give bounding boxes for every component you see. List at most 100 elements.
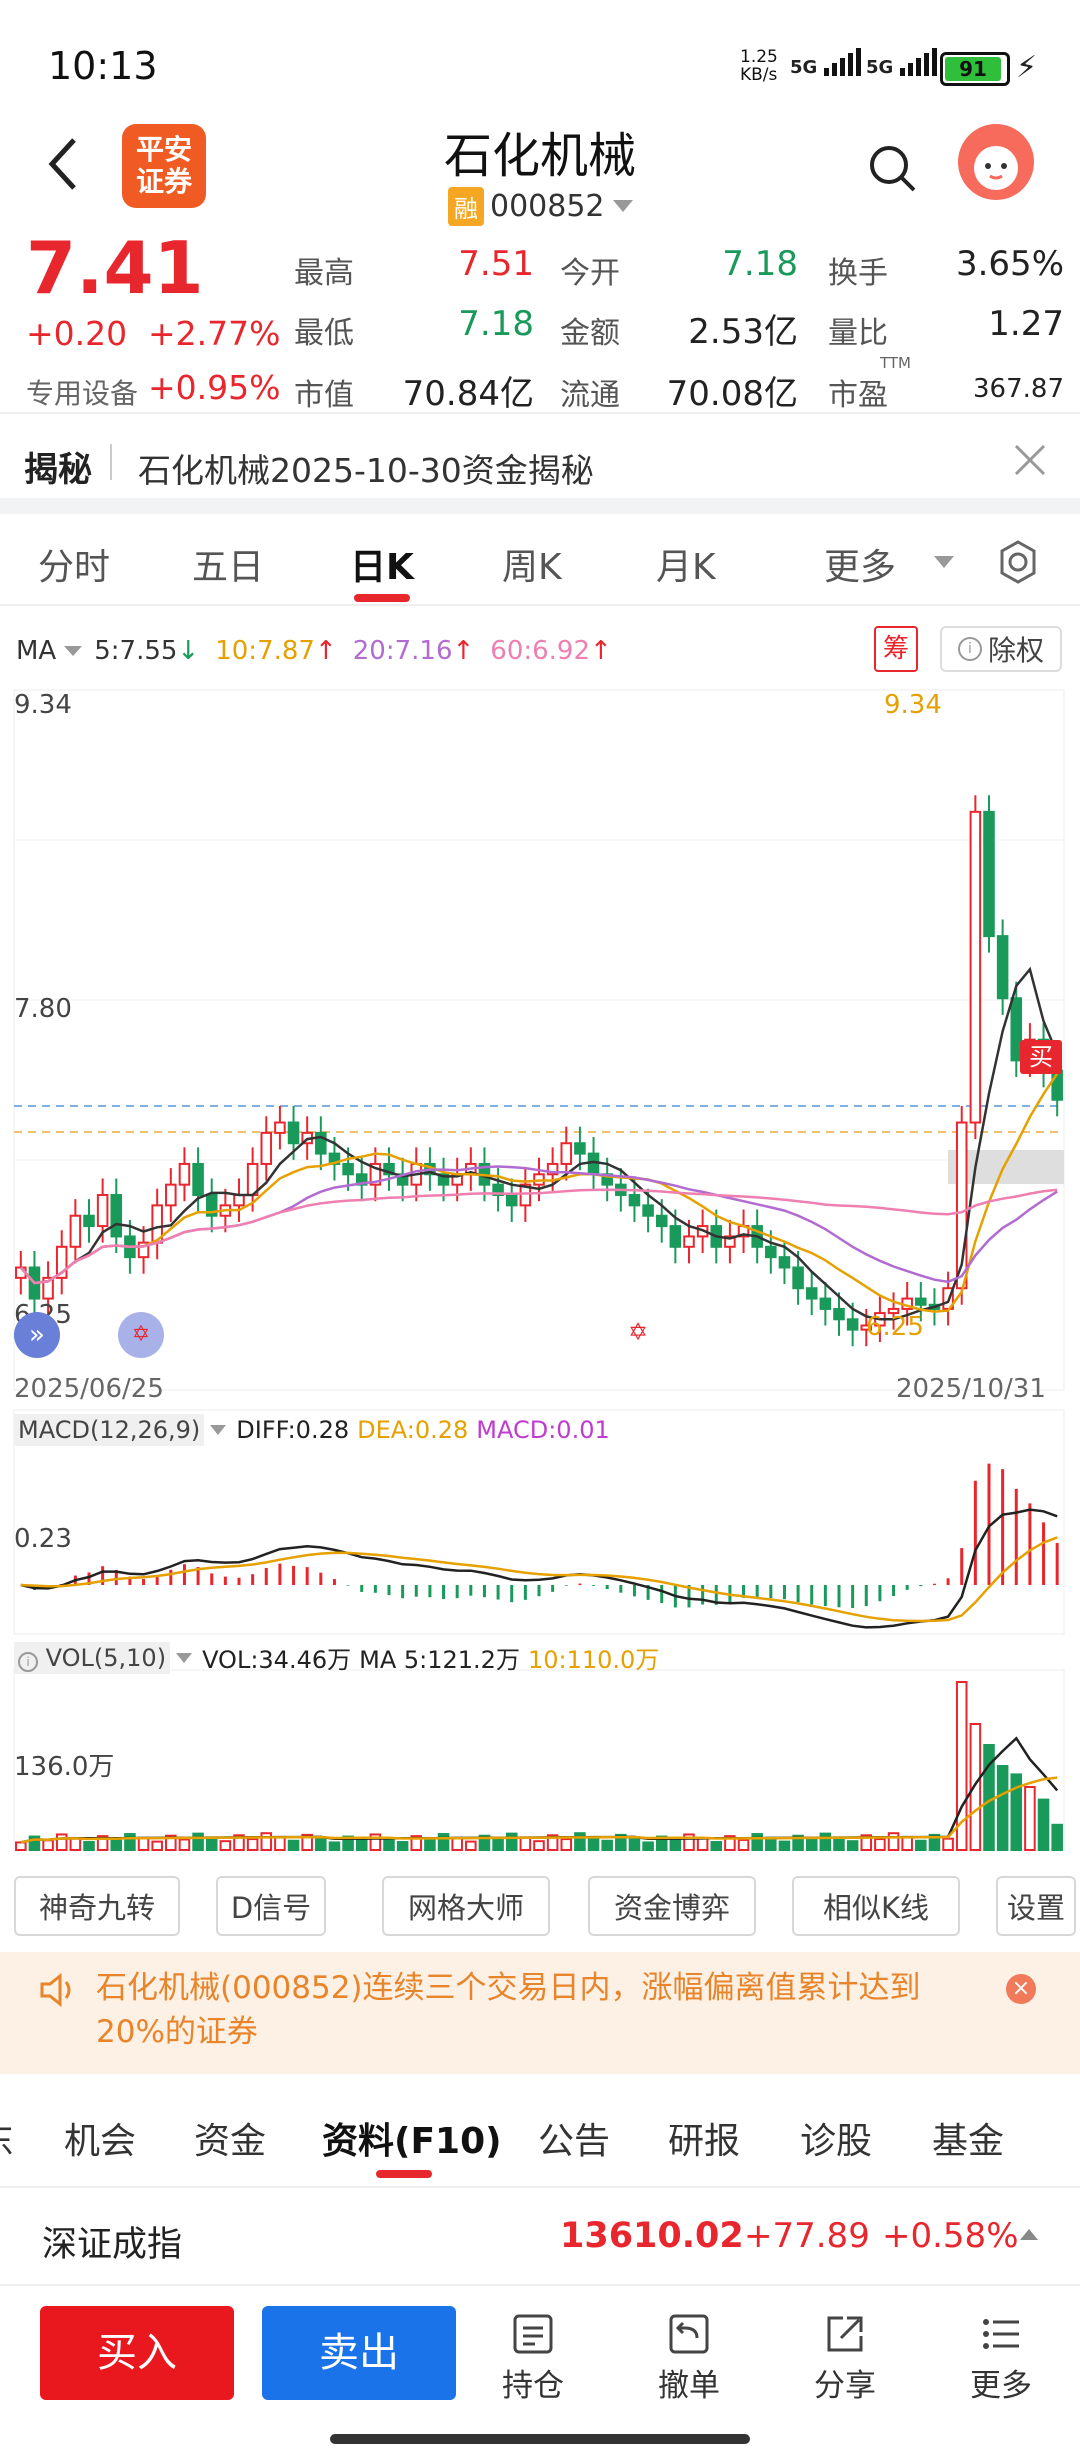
alert-banner[interactable]: 石化机械(000852)连续三个交易日内，涨幅偏离值累计达到20%的证券 × xyxy=(0,1952,1080,2074)
broker-logo: 平安 证券 xyxy=(122,124,206,208)
ma-line-5 xyxy=(19,966,1059,1321)
share-button[interactable]: 分享 xyxy=(804,2306,886,2405)
exright-button[interactable]: i 除权 xyxy=(940,626,1062,672)
volume-bar xyxy=(383,1837,395,1851)
quote-value: 2.53亿 xyxy=(688,312,798,352)
volume-bar xyxy=(301,1833,313,1852)
volume-bar xyxy=(83,1841,95,1852)
footer-tab[interactable]: 机会 xyxy=(64,2121,137,2162)
volume-bar xyxy=(451,1836,463,1851)
footer-tab[interactable]: 诊股 xyxy=(800,2121,873,2162)
volume-bar xyxy=(246,1838,259,1851)
candle-body xyxy=(724,1235,736,1248)
candle-body xyxy=(505,1194,518,1207)
price-panel-frame xyxy=(13,689,1065,1391)
price-change: +0.20 xyxy=(26,314,128,353)
volume-bar xyxy=(805,1838,818,1851)
candle-body xyxy=(587,1152,600,1176)
chip-button[interactable]: 筹 xyxy=(874,626,918,672)
tab-period[interactable]: 分时 xyxy=(38,547,111,588)
footer-tab[interactable]: 公告 xyxy=(538,2121,611,2162)
tool-chip[interactable]: 设置 xyxy=(996,1876,1076,1936)
stock-code-selector[interactable]: 融 000852 xyxy=(448,186,635,226)
candle-body xyxy=(137,1241,150,1259)
volume-bar xyxy=(465,1840,477,1851)
event-icon[interactable]: ✡ xyxy=(118,1312,164,1358)
vol-ma5: MA 5:121.2万 xyxy=(359,1646,520,1674)
tool-chip[interactable]: 相似K线 xyxy=(792,1876,960,1936)
quote-label: 市盈 xyxy=(828,378,888,413)
footer-tab[interactable]: 基金 xyxy=(932,2121,1005,2162)
macd-value: MACD:0.01 xyxy=(476,1416,610,1444)
candle-body xyxy=(192,1162,204,1197)
more-button[interactable]: 更多 xyxy=(960,2306,1042,2405)
expand-icon[interactable]: » xyxy=(14,1312,60,1358)
tool-chip[interactable]: 网格大师 xyxy=(382,1876,550,1936)
candle-body xyxy=(860,1324,873,1331)
star-event-icon[interactable]: ✡ xyxy=(628,1318,649,1346)
alert-close-icon[interactable]: × xyxy=(1006,1974,1036,2004)
footer-tab[interactable]: 资金 xyxy=(194,2121,267,2162)
close-icon[interactable] xyxy=(1012,442,1048,482)
quote-label: 换手 xyxy=(828,256,888,291)
more-chevron-icon xyxy=(934,556,954,568)
volume-bar xyxy=(751,1833,763,1852)
exright-label: 除权 xyxy=(987,634,1044,667)
charging-icon: ⚡ xyxy=(1016,50,1038,85)
home-indicator[interactable] xyxy=(330,2434,750,2444)
footer-tab[interactable]: 东 xyxy=(0,2112,14,2164)
sector-name[interactable]: 专用设备 xyxy=(26,377,139,410)
candle-body xyxy=(178,1162,191,1186)
quote-value: 3.65% xyxy=(955,244,1064,284)
index-change: +77.89 xyxy=(744,2216,870,2256)
index-change-pct: +0.58% xyxy=(882,2216,1019,2256)
tab-period[interactable]: 更多 xyxy=(824,547,897,588)
reveal-text: 石化机械2025-10-30资金揭秘 xyxy=(138,451,594,490)
signal-icon-2: 5G xyxy=(866,48,940,78)
candle-body xyxy=(792,1266,804,1290)
tool-chip[interactable]: 神奇九转 xyxy=(14,1876,180,1936)
tab-period[interactable]: 月K xyxy=(656,547,716,588)
candle-body xyxy=(996,935,1009,1000)
chart-settings-icon[interactable] xyxy=(996,540,1040,588)
volume-bar xyxy=(492,1838,504,1851)
candle-body xyxy=(205,1194,218,1217)
cancel-order-button[interactable]: 撤单 xyxy=(648,2306,730,2405)
ma-items: 5:7.55↓ 10:7.87↑ 20:7.16↑ 60:6.92↑ xyxy=(94,636,628,666)
macd-legend[interactable]: MACD(12,26,9) DIFF:0.28 DEA:0.28 MACD:0.… xyxy=(14,1414,610,1446)
footer-tab[interactable]: 研报 xyxy=(668,2121,741,2162)
volume-bar xyxy=(669,1839,682,1851)
info-circle-icon: i xyxy=(18,1651,38,1672)
tab-period[interactable]: 五日 xyxy=(192,547,265,588)
candle-body xyxy=(560,1142,573,1165)
index-value: 13610.02 xyxy=(560,2216,744,2256)
candle-body xyxy=(287,1121,300,1145)
tool-chip[interactable]: D信号 xyxy=(216,1876,326,1936)
stock-code: 000852 xyxy=(490,188,605,224)
reveal-banner[interactable]: 揭秘 石化机械2025-10-30资金揭秘 xyxy=(0,412,1080,500)
quote-label: 流通 xyxy=(560,378,620,413)
index-bar[interactable]: 深证成指 13610.02 +77.89 +0.58% xyxy=(0,2188,1080,2286)
ma-legend[interactable]: MA 5:7.55↓ 10:7.87↑ 20:7.16↑ 60:6.92↑ xyxy=(16,636,628,666)
volume-bar xyxy=(628,1837,641,1852)
tab-period[interactable]: 日K xyxy=(350,547,414,588)
footer-tab[interactable]: 资料(F10) xyxy=(322,2121,502,2162)
back-button[interactable] xyxy=(40,132,90,192)
vol-legend[interactable]: i VOL(5,10) VOL:34.46万 MA 5:121.2万 10:11… xyxy=(14,1640,659,1675)
low-marker: 6.25 xyxy=(866,1312,924,1342)
buy-button[interactable]: 买入 xyxy=(40,2306,234,2400)
tool-chip[interactable]: 资金博弈 xyxy=(588,1876,756,1936)
candle-body xyxy=(96,1194,109,1228)
candle-body xyxy=(519,1183,532,1207)
avatar[interactable] xyxy=(958,124,1034,200)
vol-dropdown-icon xyxy=(176,1652,193,1663)
tab-period[interactable]: 周K xyxy=(502,547,562,588)
sell-button[interactable]: 卖出 xyxy=(262,2306,456,2400)
search-icon[interactable] xyxy=(864,140,920,200)
volume-bar xyxy=(942,1837,954,1852)
active-tab-indicator xyxy=(354,594,410,602)
hold-button[interactable]: 持仓 xyxy=(492,2306,574,2405)
battery-icon: 91 xyxy=(940,52,1010,86)
kline-chart[interactable] xyxy=(0,680,1080,1860)
volume-bar xyxy=(710,1841,723,1852)
